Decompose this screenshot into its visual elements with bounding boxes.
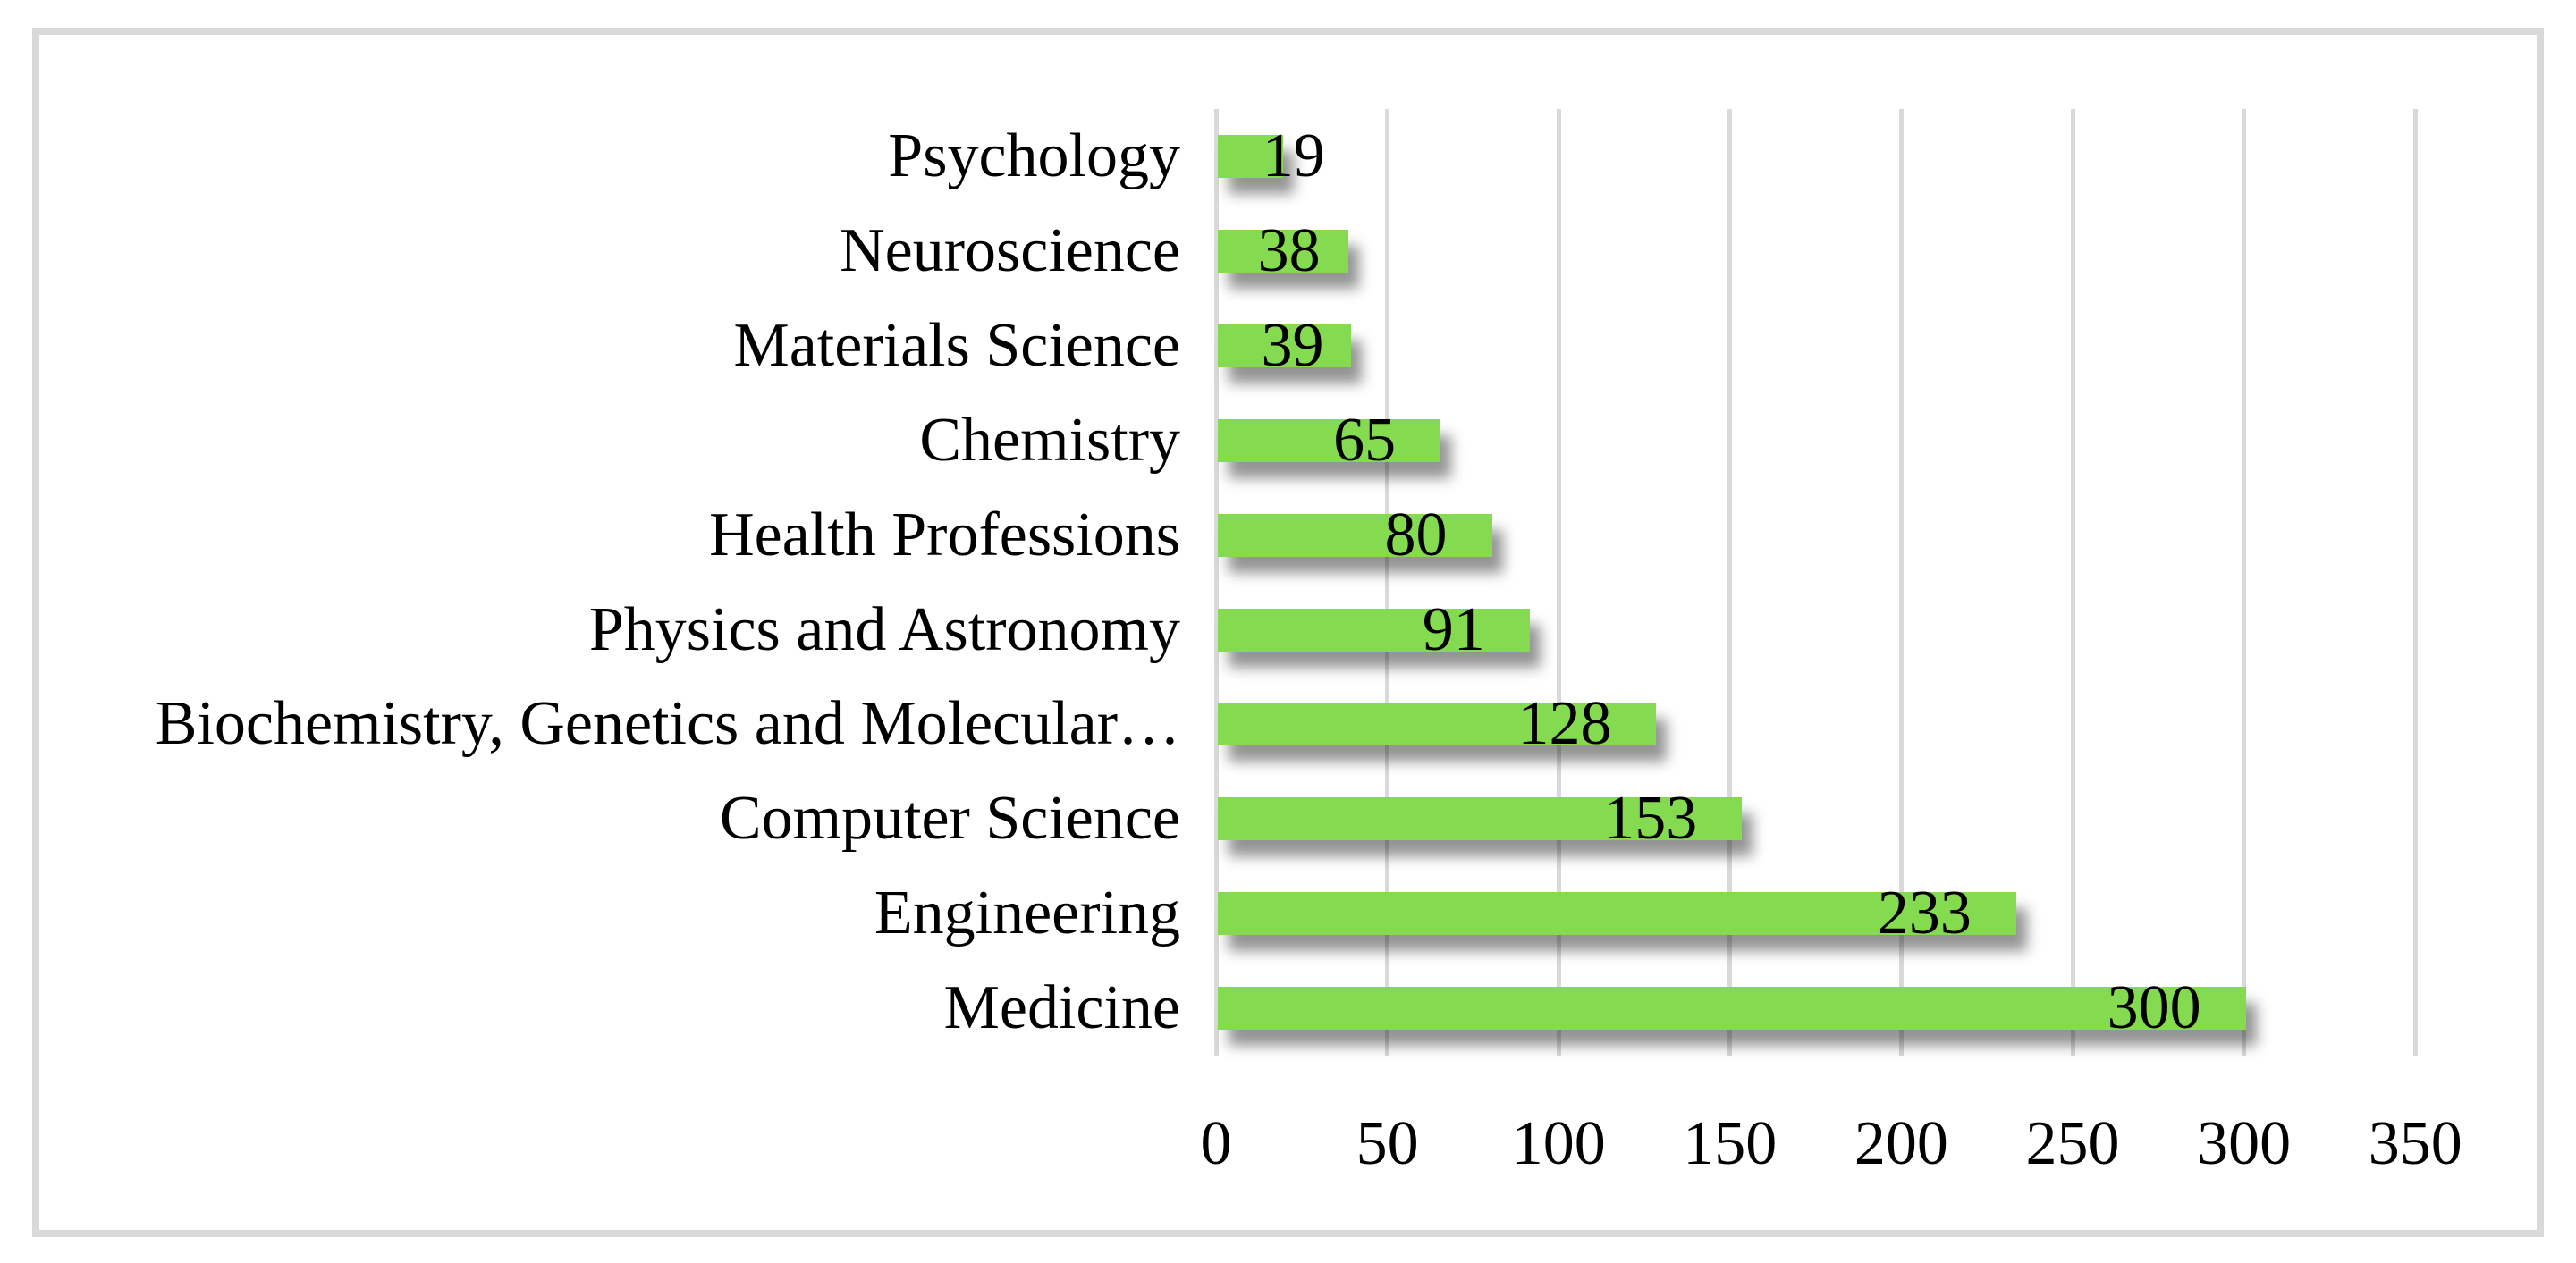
x-tick-label-200: 200 — [1854, 1109, 1948, 1178]
bar-engineering: 233 — [1218, 882, 2016, 945]
category-label-chemistry: Chemistry — [919, 405, 1180, 475]
bar-value-label-engineering: 233 — [1877, 879, 1972, 948]
category-label-psychology: Psychology — [888, 122, 1180, 190]
category-label-engineering: Engineering — [874, 879, 1180, 948]
bar-medicine: 300 — [1218, 977, 2246, 1040]
gridline-0 — [1213, 109, 1219, 1056]
category-label-biochemistry-genetics-and-molecular: Biochemistry, Genetics and Molecular… — [155, 689, 1180, 759]
bar-materials-science: 39 — [1218, 314, 1352, 376]
bar-value-label-biochemistry-genetics-and-molecular: 128 — [1517, 689, 1612, 759]
gridline-350 — [2412, 109, 2418, 1056]
bar-value-label-materials-science: 39 — [1261, 310, 1324, 380]
bar-neuroscience: 38 — [1218, 219, 1348, 282]
x-tick-label-350: 350 — [2368, 1109, 2462, 1178]
bar-physics-and-astronomy: 91 — [1218, 598, 1530, 661]
gridline-250 — [2070, 109, 2075, 1056]
x-tick-label-150: 150 — [1683, 1109, 1778, 1178]
x-tick-label-100: 100 — [1511, 1109, 1606, 1178]
x-tick-label-250: 250 — [2025, 1109, 2120, 1178]
x-tick-label-0: 0 — [1200, 1109, 1232, 1178]
gridline-300 — [2242, 109, 2247, 1056]
category-label-materials-science: Materials Science — [733, 310, 1180, 380]
gridline-50 — [1385, 109, 1390, 1056]
bar-psychology: 19 — [1218, 125, 1325, 188]
bar-value-label-psychology: 19 — [1262, 122, 1325, 190]
category-label-health-professions: Health Professions — [709, 500, 1180, 569]
bar-value-label-neuroscience: 38 — [1257, 215, 1321, 285]
gridline-150 — [1727, 109, 1733, 1056]
bar-value-label-computer-science: 153 — [1603, 784, 1698, 854]
bar-biochemistry-genetics-and-molecular: 128 — [1218, 693, 1657, 755]
bar-value-label-medicine: 300 — [2107, 973, 2201, 1043]
x-tick-label-50: 50 — [1356, 1109, 1419, 1178]
category-label-medicine: Medicine — [943, 973, 1180, 1043]
bar-value-label-chemistry: 65 — [1333, 405, 1397, 475]
bar-value-label-physics-and-astronomy: 91 — [1422, 594, 1485, 664]
bar-health-professions: 80 — [1218, 503, 1492, 566]
gridline-100 — [1556, 109, 1561, 1056]
category-label-neuroscience: Neuroscience — [840, 215, 1180, 285]
bar-computer-science: 153 — [1218, 787, 1743, 850]
gridline-200 — [1898, 109, 1904, 1056]
bar-chemistry: 65 — [1218, 408, 1441, 471]
bar-value-label-health-professions: 80 — [1384, 500, 1448, 569]
category-label-computer-science: Computer Science — [719, 784, 1180, 854]
x-tick-label-300: 300 — [2197, 1109, 2292, 1178]
plot-area: 19 38 39 65 80 91 128 153 233 300 — [1213, 109, 2495, 1056]
category-label-physics-and-astronomy: Physics and Astronomy — [588, 594, 1180, 664]
